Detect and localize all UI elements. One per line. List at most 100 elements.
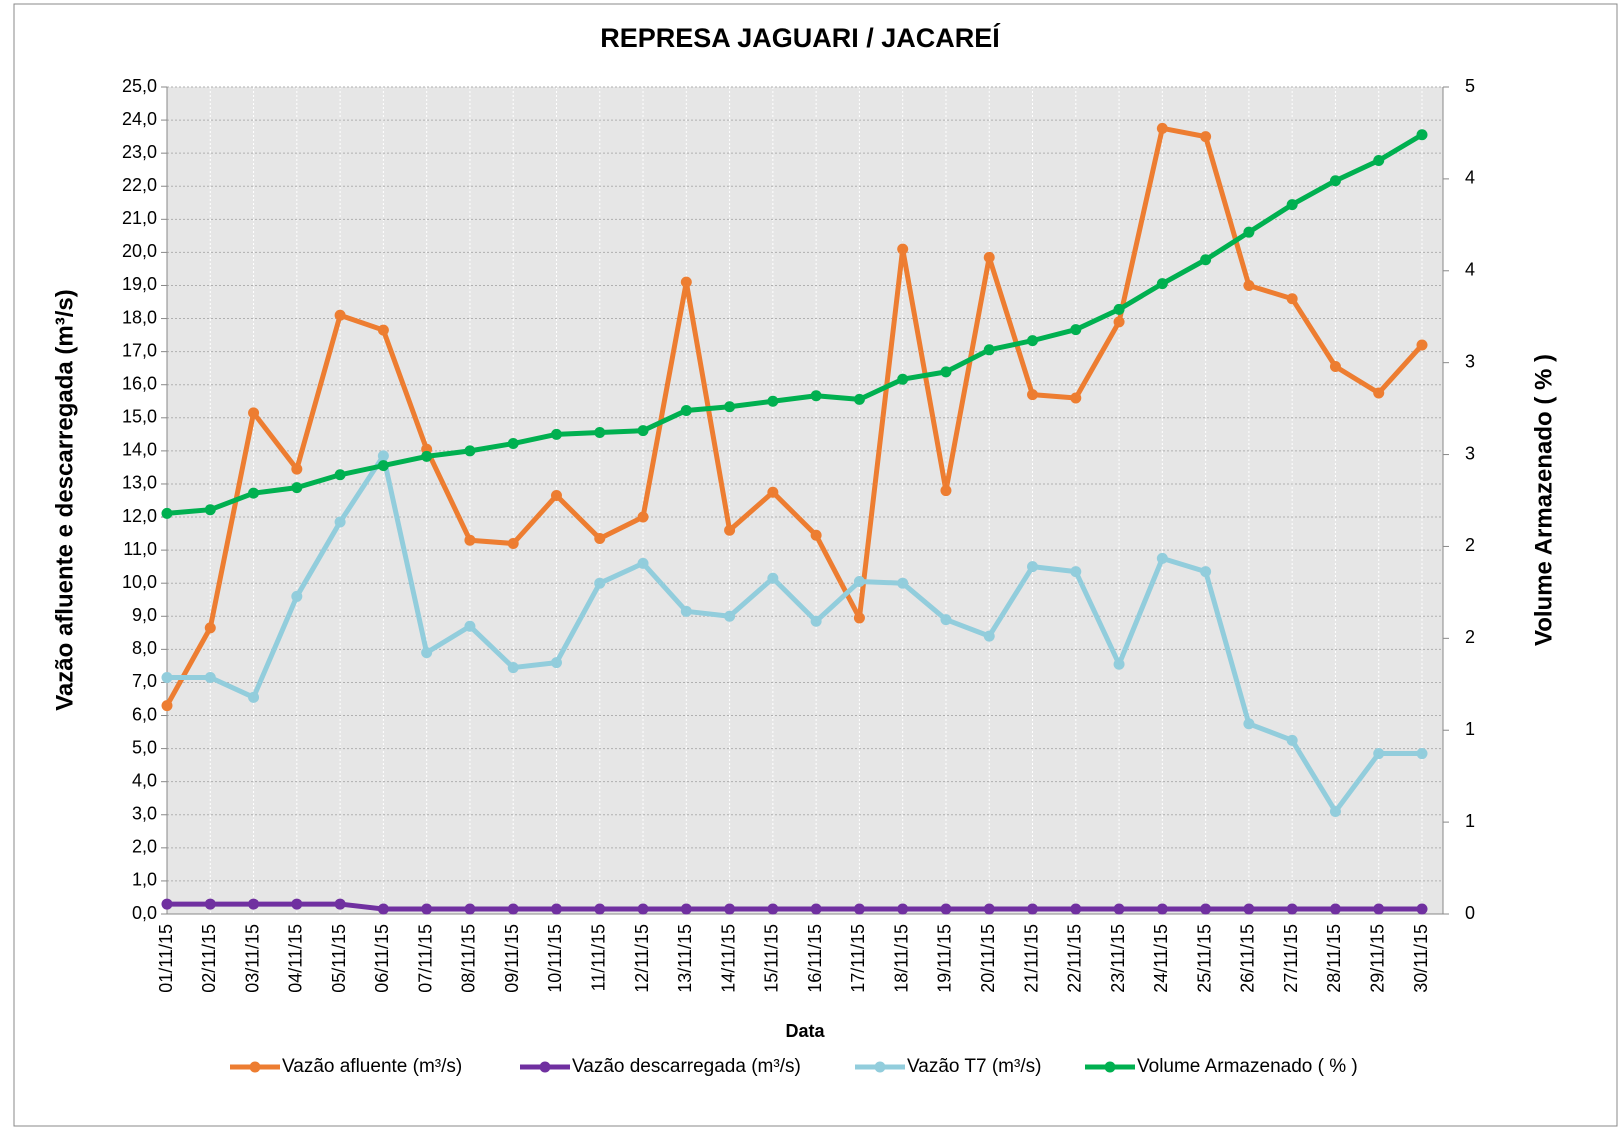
legend-label: Vazão afluente (m³/s) [282,1056,462,1077]
y-tick-label: 25,0 [122,76,157,96]
data-point [248,691,260,703]
legend-marker [539,1061,551,1073]
y-tick-label: 18,0 [122,307,157,327]
y-tick-label: 12,0 [122,506,157,526]
x-tick-label: 07/11/15 [415,924,435,993]
y-tick-label: 3,0 [132,804,157,824]
legend-marker [249,1061,261,1073]
y-tick-label: 15,0 [122,407,157,427]
data-point [464,445,476,457]
x-tick-label: 06/11/15 [372,924,392,993]
legend-label: Vazão descarregada (m³/s) [572,1056,801,1077]
data-point [1200,254,1212,266]
x-tick-label: 12/11/15 [632,924,652,993]
data-point [853,612,865,624]
data-point [1113,316,1125,328]
data-point [724,524,736,536]
data-point [853,393,865,405]
data-point [291,590,303,602]
data-point [1200,566,1212,578]
data-point [637,511,649,523]
data-point [1243,718,1255,730]
data-point [897,373,909,385]
data-point [594,903,606,915]
series-line [164,125,1424,707]
x-tick-label: 26/11/15 [1238,924,1258,993]
data-point [334,309,346,321]
data-point [334,898,346,910]
data-point [1027,903,1039,915]
data-point [767,572,779,584]
data-point [421,903,433,915]
data-point [334,469,346,481]
y-tick-label: 2,0 [132,837,157,857]
data-point [507,438,519,450]
data-point [1243,903,1255,915]
data-point [897,243,909,255]
data-point [204,898,216,910]
data-point [594,533,606,545]
x-tick-label: 05/11/15 [329,924,349,993]
x-tick-label: 18/11/15 [891,924,911,993]
data-point [594,427,606,439]
y-tick-label: 16,0 [122,373,157,393]
chart-title: REPRESA JAGUARI / JACAREÍ [600,22,1001,53]
data-point [161,507,173,519]
data-point [637,425,649,437]
data-point [680,276,692,288]
y-tick-label: 5,0 [132,737,157,757]
y-tick-label: 8,0 [132,638,157,658]
y2-tick-label: 1 [1465,719,1475,739]
data-point [421,450,433,462]
data-point [248,487,260,499]
data-point [810,615,822,627]
y2-tick-label: 5 [1465,76,1475,96]
y-tick-label: 23,0 [122,142,157,162]
y2-tick-label: 2 [1465,627,1475,647]
data-point [1156,278,1168,290]
y-tick-label: 9,0 [132,605,157,625]
data-point [161,700,173,712]
x-tick-label: 11/11/15 [589,924,609,991]
data-point [1286,903,1298,915]
y-tick-label: 21,0 [122,208,157,228]
data-point [1286,293,1298,305]
data-point [1373,903,1385,915]
x-tick-label: 17/11/15 [848,924,868,993]
data-point [1373,387,1385,399]
y-tick-label: 6,0 [132,704,157,724]
data-point [1373,155,1385,167]
series-line [166,132,1424,516]
data-point [507,538,519,550]
data-point [724,610,736,622]
data-point [1113,903,1125,915]
data-point [161,898,173,910]
x-tick-label: 03/11/15 [242,924,262,993]
x-tick-label: 30/11/15 [1411,924,1431,993]
data-point [1113,303,1125,315]
data-point [680,404,692,416]
data-point [291,898,303,910]
data-point [1286,734,1298,746]
data-point [983,630,995,642]
y-tick-label: 1,0 [132,870,157,890]
data-point [1329,361,1341,373]
data-point [204,504,216,516]
x-tick-label: 16/11/15 [805,924,825,993]
x-tick-label: 23/11/15 [1108,924,1128,993]
data-point [1070,324,1082,336]
data-point [464,903,476,915]
legend-label: Volume Armazenado ( % ) [1137,1056,1358,1077]
data-point [1416,903,1428,915]
y-tick-label: 17,0 [122,340,157,360]
data-point [1070,903,1082,915]
data-point [724,903,736,915]
y-tick-label: 24,0 [122,109,157,129]
x-tick-label: 27/11/15 [1281,924,1301,993]
series-line [167,901,1422,912]
legend-marker [1104,1061,1116,1073]
data-point [1113,658,1125,670]
legend-label: Vazão T7 (m³/s) [907,1056,1041,1077]
data-point [810,390,822,402]
